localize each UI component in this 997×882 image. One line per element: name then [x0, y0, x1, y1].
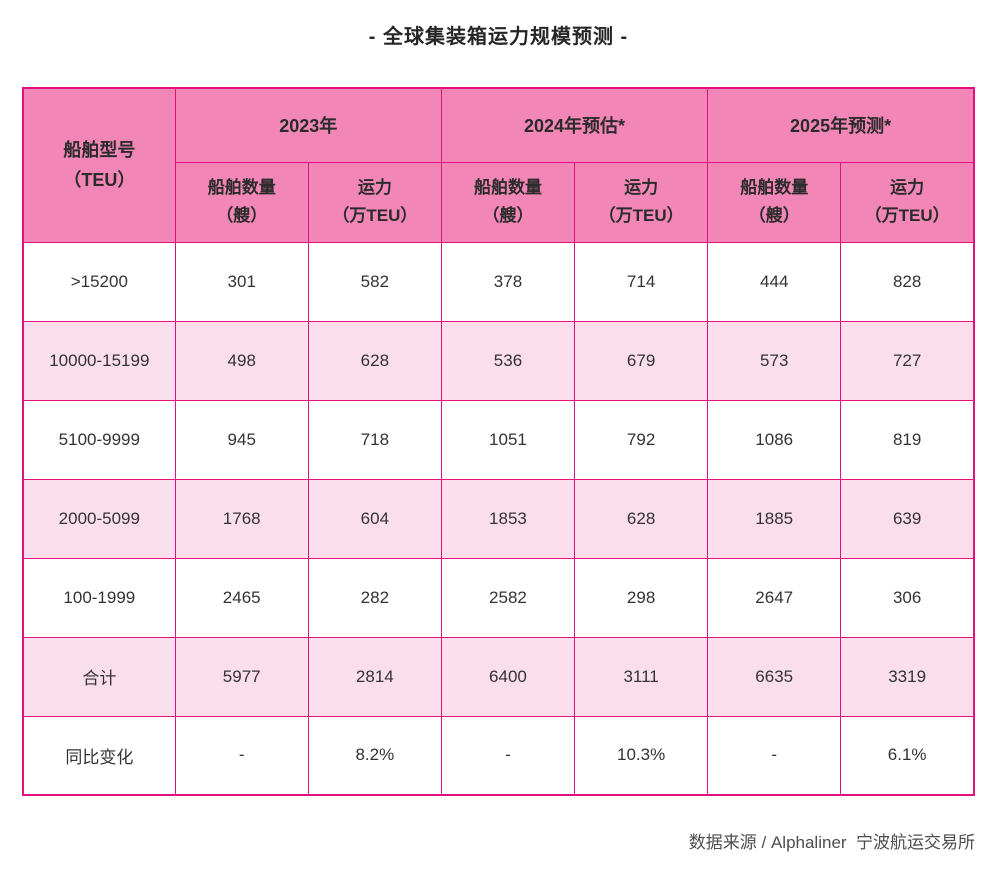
- corner-header-cell: 船舶型号 （TEU）: [22, 87, 176, 243]
- data-cell: 536: [440, 320, 576, 401]
- subheader-capacity-2023: 运力 （万TEU）: [307, 161, 442, 243]
- row-label-cell: 5100-9999: [22, 399, 176, 480]
- data-cell: 3319: [840, 636, 975, 717]
- data-cell: 727: [840, 320, 975, 401]
- data-cell: 1885: [707, 478, 842, 559]
- data-cell: 828: [840, 241, 975, 322]
- subheader-ship-count-2025: 船舶数量 （艘）: [707, 161, 842, 243]
- subheader-ship-count-2023: 船舶数量 （艘）: [174, 161, 309, 243]
- subheader-capacity-2025: 运力 （万TEU）: [840, 161, 975, 243]
- data-source-note: 数据来源 / Alphaliner 宁波航运交易所: [688, 833, 975, 852]
- data-cell: 2465: [174, 557, 309, 638]
- year-header-2024: 2024年预估*: [440, 87, 709, 163]
- data-cell: 378: [440, 241, 576, 322]
- data-cell: 628: [307, 320, 442, 401]
- subheader-line: 运力: [357, 178, 392, 197]
- data-cell: 6635: [707, 636, 842, 717]
- table-row-total: 合计 5977 2814 6400 3111 6635 3319: [22, 636, 975, 717]
- subheader-ship-count-2024: 船舶数量 （艘）: [440, 161, 576, 243]
- subheader-line: （万TEU）: [598, 206, 684, 225]
- page-title: - 全球集装箱运力规模预测 -: [368, 26, 629, 48]
- subheader-line: 运力: [624, 178, 659, 197]
- data-cell: 1086: [707, 399, 842, 480]
- data-cell: 306: [840, 557, 975, 638]
- data-cell: 2647: [707, 557, 842, 638]
- data-cell: -: [174, 715, 309, 796]
- year-header-2025: 2025年预测*: [707, 87, 975, 163]
- data-cell: 5977: [174, 636, 309, 717]
- data-cell: -: [707, 715, 842, 796]
- data-cell: 628: [574, 478, 709, 559]
- data-cell: 10.3%: [574, 715, 709, 796]
- data-cell: 1768: [174, 478, 309, 559]
- sub-header-row: 船舶数量 （艘） 运力 （万TEU） 船舶数量 （艘） 运力 （万TEU） 船舶…: [23, 161, 975, 243]
- row-label-cell: 2000-5099: [22, 478, 176, 559]
- data-cell: 2814: [307, 636, 442, 717]
- data-cell: 301: [174, 241, 309, 322]
- year-header-2023: 2023年: [174, 87, 442, 163]
- subheader-line: 船舶数量: [207, 178, 276, 197]
- table-row: 5100-9999 945 718 1051 792 1086 819: [22, 399, 975, 480]
- table-row: 2000-5099 1768 604 1853 628 1885 639: [22, 478, 975, 559]
- data-cell: 444: [707, 241, 842, 322]
- data-cell: 3111: [574, 636, 709, 717]
- row-label-cell: 100-1999: [22, 557, 176, 638]
- table-row: 10000-15199 498 628 536 679 573 727: [22, 320, 975, 401]
- row-label-cell: >15200: [22, 241, 176, 322]
- subheader-line: （万TEU）: [332, 206, 418, 225]
- data-cell: 6400: [440, 636, 576, 717]
- capacity-forecast-table: 船舶型号 （TEU） 2023年 2024年预估* 2025年预测* 船舶数量 …: [22, 87, 975, 796]
- subheader-line: （艘）: [482, 206, 534, 225]
- table-row-yoy-change: 同比变化 - 8.2% - 10.3% - 6.1%: [22, 715, 975, 796]
- data-cell: 679: [574, 320, 709, 401]
- subheader-line: （艘）: [216, 206, 268, 225]
- data-cell: 298: [574, 557, 709, 638]
- data-cell: 1051: [440, 399, 576, 480]
- data-cell: 945: [174, 399, 309, 480]
- data-cell: 604: [307, 478, 442, 559]
- table-row: 100-1999 2465 282 2582 298 2647 306: [22, 557, 975, 638]
- subheader-capacity-2024: 运力 （万TEU）: [574, 161, 709, 243]
- subheader-line: 船舶数量: [740, 178, 809, 197]
- data-cell: 582: [307, 241, 442, 322]
- row-label-cell: 10000-15199: [22, 320, 176, 401]
- data-cell: 819: [840, 399, 975, 480]
- data-cell: 282: [307, 557, 442, 638]
- data-cell: 718: [307, 399, 442, 480]
- data-cell: 1853: [440, 478, 576, 559]
- data-cell: 639: [840, 478, 975, 559]
- corner-header-line1: 船舶型号: [63, 140, 136, 161]
- subheader-line: （艘）: [748, 206, 800, 225]
- row-label-cell: 合计: [22, 636, 176, 717]
- data-cell: 573: [707, 320, 842, 401]
- data-cell: 2582: [440, 557, 576, 638]
- year-header-row: 船舶型号 （TEU） 2023年 2024年预估* 2025年预测*: [22, 87, 975, 243]
- row-label-cell: 同比变化: [22, 715, 176, 796]
- subheader-line: 船舶数量: [473, 178, 542, 197]
- data-cell: 714: [574, 241, 709, 322]
- data-cell: 8.2%: [307, 715, 442, 796]
- corner-header-line2: （TEU）: [63, 170, 136, 191]
- data-cell: -: [440, 715, 576, 796]
- data-cell: 792: [574, 399, 709, 480]
- data-cell: 6.1%: [840, 715, 975, 796]
- table-row: >15200 301 582 378 714 444 828: [22, 241, 975, 322]
- subheader-line: （万TEU）: [864, 206, 950, 225]
- data-cell: 498: [174, 320, 309, 401]
- subheader-line: 运力: [890, 178, 925, 197]
